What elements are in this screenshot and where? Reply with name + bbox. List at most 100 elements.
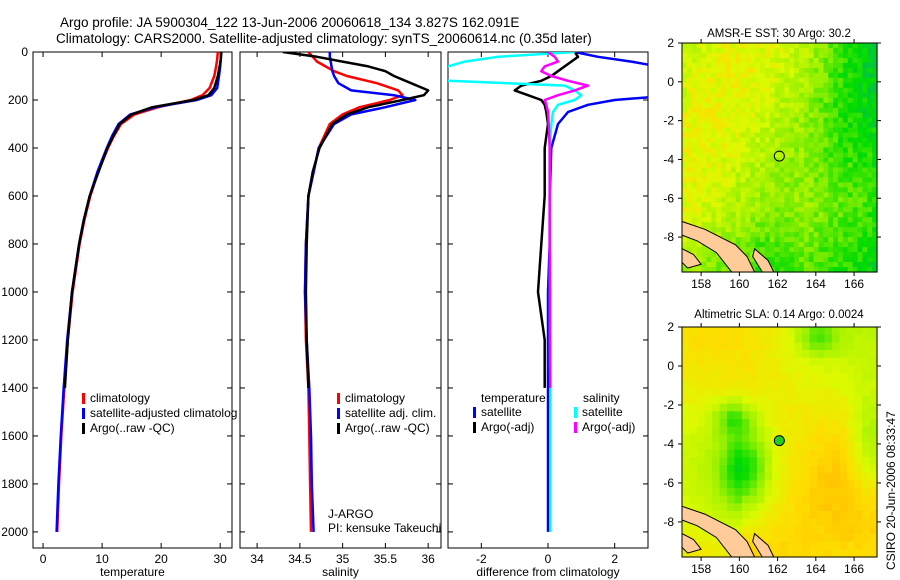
heatmap-cell xyxy=(854,488,863,497)
heatmap-cell xyxy=(847,152,854,159)
heatmap-cell xyxy=(832,419,841,428)
heatmap-cell xyxy=(696,252,703,258)
heatmap-cell xyxy=(824,403,833,412)
heatmap-cell xyxy=(817,357,826,366)
heatmap-cell xyxy=(696,122,703,129)
heatmap-cell xyxy=(787,357,796,366)
heatmap-cell xyxy=(749,434,758,443)
heatmap-cell xyxy=(818,257,824,263)
heatmap-cell xyxy=(799,147,805,154)
heatmap-cell xyxy=(711,177,717,183)
heatmap-cell xyxy=(803,177,810,183)
heatmap-cell xyxy=(794,457,803,466)
heatmap-cell xyxy=(809,434,818,443)
heatmap-cell xyxy=(735,187,742,193)
heatmap-cell xyxy=(828,177,834,183)
heatmap-cell xyxy=(847,92,854,99)
heatmap-cell xyxy=(818,217,824,223)
heatmap-cell xyxy=(803,262,810,268)
heatmap-cell xyxy=(769,182,776,188)
heatmap-cell xyxy=(803,167,810,174)
heatmap-cell xyxy=(764,396,773,405)
heatmap-cell xyxy=(779,237,785,243)
heatmap-cell xyxy=(689,373,698,382)
heatmap-cell xyxy=(764,67,771,74)
heatmap-cell xyxy=(735,147,742,154)
heatmap-cell xyxy=(799,47,805,54)
heatmap-cell xyxy=(696,112,703,119)
heatmap-cell xyxy=(817,396,826,405)
heatmap-cell xyxy=(832,357,841,366)
heatmap-cell xyxy=(719,419,728,428)
heatmap-cell xyxy=(784,122,790,129)
heatmap-cell xyxy=(779,107,785,114)
heatmap-cell xyxy=(704,357,713,366)
heatmap-cell xyxy=(784,152,790,159)
heatmap-cell xyxy=(862,549,871,558)
heatmap-cell xyxy=(772,495,781,504)
heatmap-cell xyxy=(697,541,706,550)
heatmap-cell xyxy=(686,267,693,273)
heatmap-cell xyxy=(701,157,707,164)
heatmap-cell xyxy=(838,92,844,99)
x-tick-label: 0 xyxy=(545,552,552,566)
heatmap-cell xyxy=(774,162,781,169)
heatmap-cell xyxy=(734,495,743,504)
heatmap-cell xyxy=(832,434,841,443)
heatmap-cell xyxy=(794,388,803,397)
heatmap-cell xyxy=(832,488,841,497)
heatmap-cell xyxy=(823,87,829,94)
heatmap-cell xyxy=(682,67,688,74)
heatmap-cell xyxy=(872,192,878,198)
heatmap-cell xyxy=(779,202,785,208)
heatmap-cell xyxy=(742,403,751,412)
heatmap-cell xyxy=(847,212,854,218)
heatmap-cell xyxy=(852,72,859,79)
heatmap-cell xyxy=(701,47,707,54)
heatmap-cell xyxy=(862,52,868,59)
heatmap-cell xyxy=(838,52,844,59)
heatmap-cell xyxy=(872,267,878,273)
heatmap-cell xyxy=(818,62,824,69)
heatmap-cell xyxy=(727,495,736,504)
heatmap-cell xyxy=(808,52,815,59)
heatmap-cell xyxy=(803,152,810,159)
heatmap-cell xyxy=(735,182,742,188)
heatmap-cell xyxy=(760,43,766,49)
heatmap-cell xyxy=(789,137,795,144)
heatmap-cell xyxy=(750,167,756,174)
heatmap-cell xyxy=(721,97,727,104)
heatmap-cell xyxy=(842,217,849,223)
heatmap-cell xyxy=(769,137,776,144)
heatmap-cell xyxy=(857,257,863,263)
heatmap-cell xyxy=(697,373,706,382)
heatmap-cell xyxy=(749,503,758,512)
heatmap-cell xyxy=(716,157,722,164)
heatmap-cell xyxy=(779,127,785,134)
heatmap-cell xyxy=(755,147,761,154)
heatmap-cell xyxy=(779,472,788,481)
heatmap-cell xyxy=(839,411,848,420)
heatmap-cell xyxy=(779,137,785,144)
heatmap-cell xyxy=(862,526,871,535)
heatmap-cell xyxy=(721,197,727,203)
heatmap-cell xyxy=(869,327,878,336)
heatmap-cell xyxy=(808,252,815,258)
heatmap-cell xyxy=(832,426,841,435)
heatmap-cell xyxy=(833,217,839,223)
heatmap-cell xyxy=(794,426,803,435)
heatmap-cell xyxy=(802,419,811,428)
heatmap-cell xyxy=(842,237,849,243)
heatmap-cell xyxy=(779,72,785,79)
heatmap-cell xyxy=(869,357,878,366)
heatmap-cell xyxy=(794,207,800,213)
heatmap-cell xyxy=(745,157,751,164)
heatmap-cell xyxy=(769,72,776,79)
heatmap-cell xyxy=(682,177,688,183)
heatmap-cell xyxy=(760,242,766,248)
heatmap-cell xyxy=(740,47,746,54)
heatmap-cell xyxy=(691,67,698,74)
heatmap-cell xyxy=(742,411,751,420)
heatmap-cell xyxy=(794,102,800,109)
heatmap-cell xyxy=(823,262,829,268)
